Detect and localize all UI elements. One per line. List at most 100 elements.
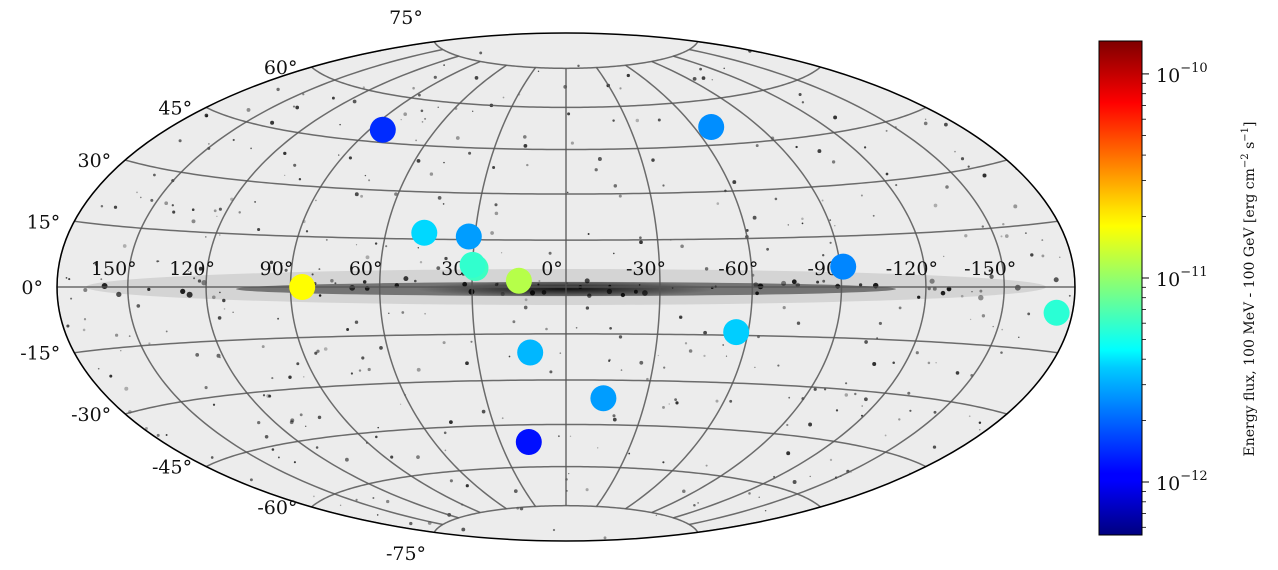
background-source <box>339 504 342 507</box>
background-source <box>674 398 677 401</box>
background-source <box>283 151 287 156</box>
background-source <box>1013 204 1018 209</box>
background-source <box>346 328 350 331</box>
background-source <box>364 174 367 177</box>
background-source <box>136 191 138 194</box>
background-source <box>817 149 822 154</box>
background-source <box>549 370 553 374</box>
background-source <box>688 349 693 353</box>
plane-source <box>180 288 186 294</box>
parallel-line <box>124 379 1008 415</box>
background-source <box>316 349 320 353</box>
latitude-tick-label: 15° <box>27 211 61 233</box>
parallel-line <box>433 41 699 70</box>
background-source <box>788 396 791 399</box>
parallel-line <box>74 333 1058 354</box>
background-source <box>613 184 618 188</box>
background-source <box>955 371 960 375</box>
background-source <box>416 367 421 372</box>
background-source <box>968 415 971 418</box>
background-source <box>298 177 302 181</box>
background-source <box>352 99 357 104</box>
background-source <box>399 403 402 405</box>
background-source <box>277 456 280 459</box>
background-source <box>455 136 460 140</box>
background-source <box>795 145 798 149</box>
background-source <box>325 238 328 241</box>
plane-source <box>917 295 921 299</box>
latitude-tick-label: -60° <box>257 497 297 519</box>
background-source <box>271 377 274 380</box>
background-source <box>348 156 352 160</box>
background-source <box>217 316 222 320</box>
background-source <box>318 268 321 271</box>
background-source <box>612 414 616 418</box>
background-source <box>612 119 615 122</box>
background-source <box>362 86 365 89</box>
background-source <box>545 327 548 331</box>
latitude-tick-label: 60° <box>264 57 298 79</box>
background-source <box>124 386 129 391</box>
background-source <box>443 161 445 164</box>
background-source <box>924 118 927 121</box>
background-source <box>172 272 174 275</box>
background-source <box>960 157 965 161</box>
background-source <box>704 267 709 271</box>
plane-source <box>403 276 409 282</box>
background-source <box>860 194 863 197</box>
plane-source <box>946 286 952 292</box>
source-marker <box>459 251 486 278</box>
background-source <box>284 174 286 177</box>
background-source <box>594 168 598 172</box>
background-source <box>156 260 159 263</box>
background-source <box>394 192 398 196</box>
plane-source <box>186 291 193 298</box>
background-source <box>433 75 437 79</box>
longitude-tick-label: 150° <box>91 258 137 280</box>
plane-source <box>929 278 935 284</box>
background-source <box>94 262 98 266</box>
background-source <box>662 405 665 409</box>
source-marker <box>723 319 750 346</box>
background-source <box>128 335 131 337</box>
background-source <box>204 386 208 390</box>
colorbar-label: Energy flux, 100 MeV - 100 GeV [erg cm−2… <box>1240 122 1258 457</box>
background-source <box>443 431 447 435</box>
plane-source <box>940 290 946 296</box>
colorbar-label-mid: s <box>1242 142 1258 154</box>
background-source <box>262 394 266 397</box>
background-source <box>1041 254 1045 258</box>
plane-source <box>979 289 983 293</box>
background-source <box>481 409 486 414</box>
background-source <box>845 382 848 385</box>
plane-source <box>822 279 826 283</box>
background-source <box>449 420 453 424</box>
source-marker <box>517 339 544 366</box>
latitude-tick-label: -45° <box>152 457 192 479</box>
background-source <box>982 173 987 178</box>
background-source <box>829 241 832 244</box>
background-source <box>1041 239 1044 242</box>
background-source <box>401 311 405 314</box>
background-source <box>885 129 888 132</box>
background-source <box>692 77 697 81</box>
background-source <box>115 333 119 337</box>
background-source <box>206 115 208 117</box>
background-source <box>83 318 87 321</box>
background-source <box>603 536 607 540</box>
background-source <box>472 110 474 112</box>
background-source <box>512 320 516 324</box>
background-source <box>620 369 623 371</box>
background-source <box>933 203 938 208</box>
background-source <box>153 173 156 177</box>
parallel-line <box>311 465 821 508</box>
background-source <box>465 361 469 366</box>
background-source <box>479 51 483 55</box>
background-source <box>597 157 602 161</box>
background-source <box>284 268 288 272</box>
background-source <box>210 456 214 459</box>
background-source <box>575 326 578 329</box>
background-source <box>350 372 353 375</box>
background-source <box>70 297 73 300</box>
parallel-line <box>205 106 927 151</box>
